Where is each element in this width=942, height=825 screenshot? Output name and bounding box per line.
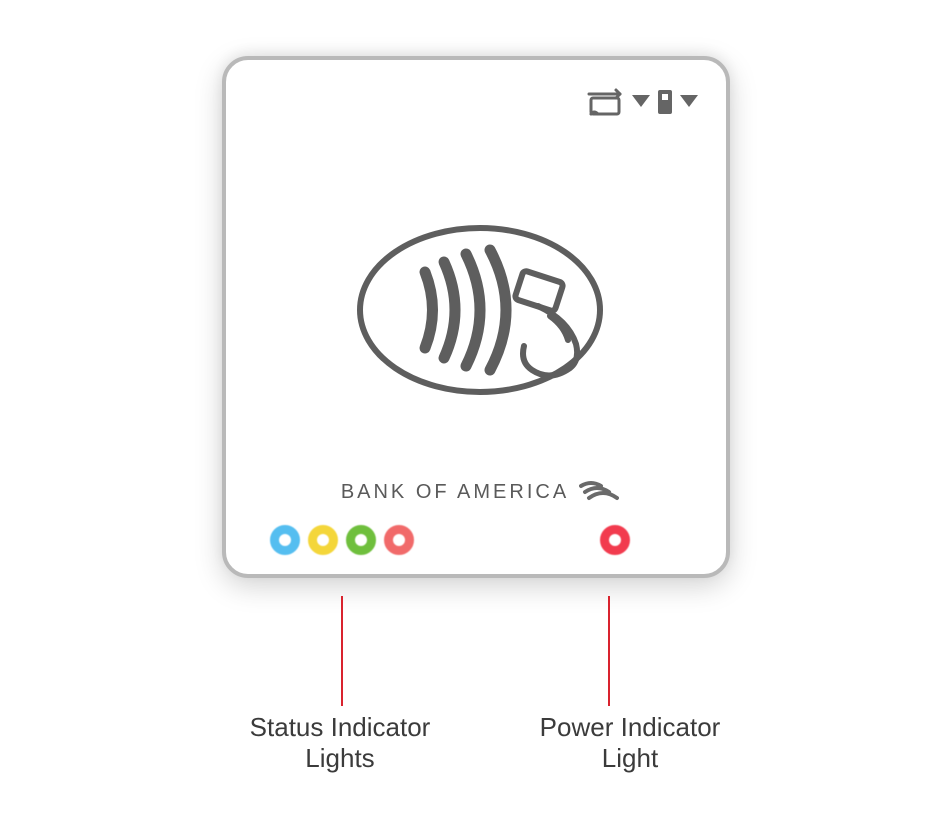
card-reader-device: BANK OF AMERICA: [222, 56, 730, 578]
device-top-icons: [586, 86, 698, 116]
power-light: [600, 525, 630, 555]
callout-line-power: [608, 596, 610, 706]
dropdown-triangle-icon: [632, 95, 650, 107]
status-light-3: [346, 525, 376, 555]
status-light-1: [270, 525, 300, 555]
indicator-lights-row: [270, 525, 630, 555]
brand-label: BANK OF AMERICA: [341, 481, 569, 504]
contactless-tap-symbol: [330, 198, 630, 422]
chip-insert-icon: [656, 86, 674, 116]
callout-label-power: Power Indicator Light: [500, 712, 760, 774]
dropdown-triangle-icon: [680, 95, 698, 107]
brand-row: BANK OF AMERICA: [226, 480, 734, 504]
status-light-2: [308, 525, 338, 555]
status-light-4: [384, 525, 414, 555]
contactless-icon: [330, 198, 630, 422]
callout-label-status: Status Indicator Lights: [200, 712, 480, 774]
card-swipe-icon: [586, 86, 626, 116]
callout-line-status: [341, 596, 343, 706]
brand-flag-icon: [579, 480, 619, 504]
diagram-canvas: BANK OF AMERICA Status Indicator Lights …: [0, 0, 942, 825]
